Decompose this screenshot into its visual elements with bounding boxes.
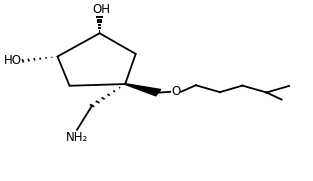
Text: O: O — [171, 85, 180, 98]
Text: NH₂: NH₂ — [66, 131, 88, 144]
Text: HO: HO — [3, 54, 21, 67]
Text: OH: OH — [92, 3, 110, 16]
Polygon shape — [125, 84, 161, 96]
